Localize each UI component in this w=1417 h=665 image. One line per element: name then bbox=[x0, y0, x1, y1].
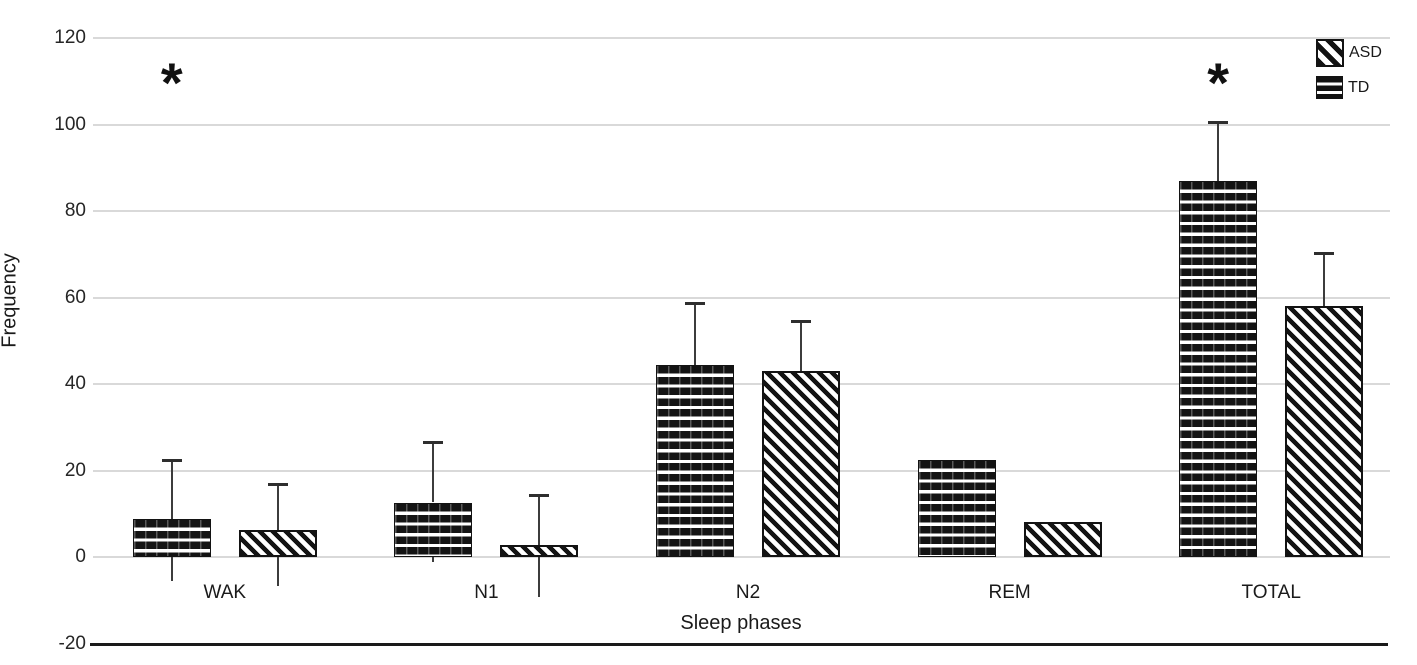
error-bar-cap bbox=[791, 320, 811, 324]
x-axis-line bbox=[90, 642, 1388, 646]
y-tick-label: 40 bbox=[64, 373, 86, 394]
y-tick-label: 60 bbox=[64, 286, 86, 308]
y-axis-title: Frequency bbox=[0, 253, 21, 348]
error-bar-upper bbox=[432, 442, 435, 503]
error-bar-cap bbox=[423, 441, 444, 445]
gridline-y100 bbox=[93, 123, 1390, 126]
bar-asd-wak bbox=[238, 530, 317, 557]
x-tick-label-rem: REM bbox=[988, 582, 1031, 603]
y-tick-label: 0 bbox=[75, 546, 86, 567]
gridline-y20 bbox=[93, 469, 1390, 472]
y-tick-label: 20 bbox=[64, 459, 86, 481]
horizontal-stripes-swatch-icon bbox=[1316, 76, 1343, 99]
error-bar-cap bbox=[267, 483, 288, 487]
error-bar-cap bbox=[1208, 121, 1229, 125]
error-bar-cap bbox=[529, 494, 550, 498]
diagonal-stripes-swatch-icon bbox=[1316, 39, 1344, 67]
gridline-y80 bbox=[93, 210, 1390, 212]
x-tick-label-wak: WAK bbox=[203, 582, 247, 603]
significance-asterisk-wak: * bbox=[160, 50, 183, 114]
error-bar-upper bbox=[276, 484, 279, 531]
legend-item-td: TD bbox=[1316, 76, 1382, 99]
bar-td-n2 bbox=[656, 364, 734, 557]
error-bar-upper bbox=[800, 321, 802, 372]
bar-td-total bbox=[1179, 180, 1258, 557]
x-tick-label-total: TOTAL bbox=[1241, 582, 1301, 603]
y-tick-label: 80 bbox=[64, 200, 86, 221]
gridline-y0 bbox=[93, 556, 1390, 558]
bar-asd-n2 bbox=[762, 371, 840, 557]
bar-td-rem bbox=[917, 459, 996, 557]
bar-asd-total bbox=[1285, 306, 1364, 557]
legend-label-asd: ASD bbox=[1349, 44, 1382, 61]
significance-asterisk-total: * bbox=[1207, 50, 1230, 114]
error-bar-cap bbox=[161, 458, 182, 462]
error-bar-lower bbox=[170, 557, 173, 581]
gridline-y40 bbox=[93, 383, 1390, 385]
bar-td-wak bbox=[132, 518, 211, 557]
y-tick-label: 120 bbox=[54, 27, 86, 48]
bar-asd-n1 bbox=[500, 544, 579, 557]
gridline-y120 bbox=[93, 37, 1390, 39]
error-bar-upper bbox=[538, 495, 541, 545]
y-tick-label: 100 bbox=[54, 113, 86, 135]
error-bar-cap bbox=[685, 301, 705, 305]
legend-item-asd: ASD bbox=[1316, 39, 1382, 67]
error-bar-lower bbox=[276, 557, 279, 586]
error-bar-cap bbox=[1314, 251, 1335, 255]
error-bar-upper bbox=[694, 302, 696, 365]
x-tick-label-n2: N2 bbox=[735, 582, 761, 603]
error-bar-lower bbox=[432, 557, 435, 563]
error-bar-lower bbox=[538, 557, 541, 598]
error-bar-upper bbox=[1323, 252, 1326, 307]
x-axis-title: Sleep phases bbox=[680, 612, 802, 634]
legend-label-td: TD bbox=[1348, 78, 1370, 96]
legend: ASD TD bbox=[1316, 39, 1382, 99]
y-tick-label: -20 bbox=[58, 632, 86, 654]
x-tick-label-n1: N1 bbox=[474, 582, 499, 603]
error-bar-upper bbox=[170, 459, 173, 519]
bar-asd-rem bbox=[1023, 522, 1102, 557]
error-bar-upper bbox=[1217, 122, 1220, 181]
gridline-y60 bbox=[93, 296, 1390, 299]
bar-td-n1 bbox=[394, 502, 473, 557]
